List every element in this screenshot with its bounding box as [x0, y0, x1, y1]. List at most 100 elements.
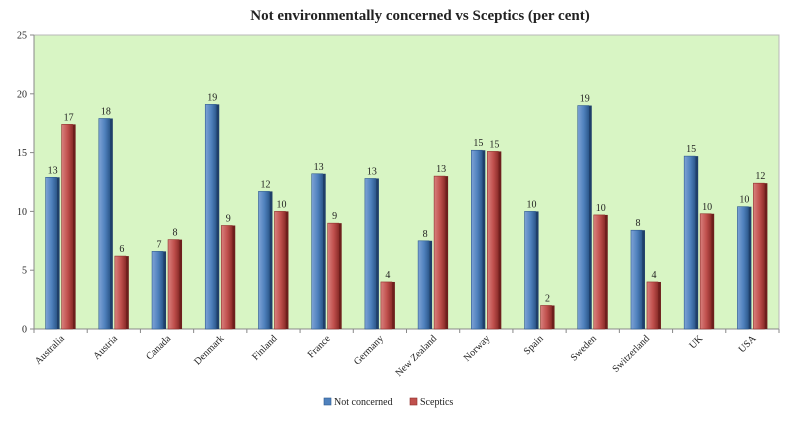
data-label: 10 — [739, 195, 749, 206]
bar-side-not-concerned — [695, 156, 699, 329]
data-label: 7 — [157, 239, 162, 250]
data-label: 8 — [173, 228, 178, 239]
bar-not-concerned — [471, 149, 483, 330]
data-label: 10 — [276, 199, 286, 210]
data-label: 10 — [702, 202, 712, 213]
data-label: 8 — [423, 229, 428, 240]
data-label: 9 — [332, 211, 337, 222]
category-label: USA — [737, 333, 759, 355]
legend-label: Not concerned — [334, 397, 393, 408]
bar-side-sceptics — [764, 183, 768, 329]
bar-side-not-concerned — [482, 150, 486, 329]
bar-sceptics — [327, 222, 339, 330]
bar-side-sceptics — [285, 211, 289, 329]
bar-sceptics — [540, 305, 552, 330]
bar-side-sceptics — [391, 281, 395, 329]
data-label: 4 — [385, 270, 390, 281]
bar-sceptics — [380, 281, 393, 330]
category-label: Austria — [91, 333, 120, 362]
y-tick-label: 15 — [17, 148, 27, 159]
legend: Not concerned Sceptics — [323, 397, 453, 408]
data-label: 15 — [686, 144, 696, 155]
bar-not-concerned — [311, 173, 323, 330]
bar-side-not-concerned — [641, 230, 645, 329]
plot-area — [33, 34, 780, 330]
data-label: 19 — [207, 92, 217, 103]
data-label: 2 — [545, 293, 550, 304]
bar-side-sceptics — [498, 151, 502, 329]
y-tick-label: 0 — [22, 325, 27, 336]
category-label: New Zealand — [394, 333, 440, 379]
data-label: 17 — [64, 112, 74, 123]
category-label: Australia — [33, 333, 67, 367]
bar-not-concerned — [630, 229, 643, 330]
bar-not-concerned — [577, 105, 590, 330]
bar-side-not-concerned — [109, 118, 113, 329]
legend-swatch-sceptics — [409, 397, 418, 406]
category-label: Switzerland — [611, 333, 653, 375]
data-label: 15 — [489, 139, 499, 150]
bar-not-concerned — [524, 211, 536, 330]
data-label: 10 — [596, 203, 606, 214]
data-label: 12 — [755, 171, 765, 182]
y-tick-label: 20 — [17, 89, 27, 100]
data-label: 6 — [119, 244, 124, 255]
bar-not-concerned — [204, 104, 217, 330]
bar-sceptics — [753, 182, 765, 330]
bar-sceptics — [167, 239, 180, 330]
data-label: 13 — [48, 165, 58, 176]
legend-label: Sceptics — [420, 397, 453, 408]
bar-not-concerned — [364, 178, 377, 330]
legend-swatch-not-concerned — [323, 397, 332, 406]
category-label: UK — [687, 333, 706, 352]
bar-side-sceptics — [72, 124, 76, 329]
bar-sceptics — [646, 281, 659, 330]
bar-not-concerned — [417, 240, 430, 330]
bar-side-not-concerned — [535, 211, 539, 329]
bar-side-sceptics — [711, 213, 715, 329]
bar-not-concerned — [737, 206, 749, 330]
bar-sceptics — [487, 151, 499, 330]
data-label: 19 — [580, 94, 590, 105]
bar-side-not-concerned — [216, 104, 220, 329]
bar-not-concerned — [45, 176, 57, 330]
bar-not-concerned — [98, 118, 111, 330]
data-label: 9 — [226, 214, 231, 225]
bar-side-sceptics — [604, 214, 608, 329]
data-label: 13 — [314, 162, 324, 173]
bar-sceptics — [593, 214, 606, 330]
data-label: 13 — [367, 166, 377, 177]
bar-side-sceptics — [338, 223, 342, 329]
bar-not-concerned — [258, 191, 270, 330]
data-label: 13 — [436, 164, 446, 175]
bar-side-not-concerned — [56, 177, 60, 329]
bar-side-not-concerned — [748, 206, 752, 329]
bar-side-sceptics — [445, 176, 449, 329]
bar-side-sceptics — [657, 281, 661, 329]
bar-not-concerned — [683, 155, 696, 330]
y-tick-label: 25 — [17, 31, 27, 42]
data-label: 8 — [635, 218, 640, 229]
category-label: France — [306, 333, 333, 360]
data-label: 10 — [527, 199, 537, 210]
bar-side-not-concerned — [429, 240, 433, 329]
bar-sceptics — [61, 124, 73, 330]
category-label: Spain — [522, 333, 546, 357]
bar-side-sceptics — [551, 305, 555, 329]
bar-sceptics — [699, 213, 712, 330]
bar-side-not-concerned — [588, 105, 592, 329]
data-label: 18 — [101, 106, 111, 117]
y-tick-label: 5 — [22, 266, 27, 277]
bar-sceptics — [274, 211, 286, 330]
data-label: 15 — [473, 138, 483, 149]
bar-sceptics — [220, 225, 233, 330]
bar-side-sceptics — [232, 225, 236, 329]
category-label: Denmark — [192, 333, 226, 367]
y-tick-label: 10 — [17, 207, 27, 218]
category-label: Canada — [144, 333, 173, 362]
bar-sceptics — [114, 255, 127, 330]
chart-title: Not environmentally concerned vs Sceptic… — [250, 8, 589, 24]
bar-side-not-concerned — [269, 191, 273, 329]
